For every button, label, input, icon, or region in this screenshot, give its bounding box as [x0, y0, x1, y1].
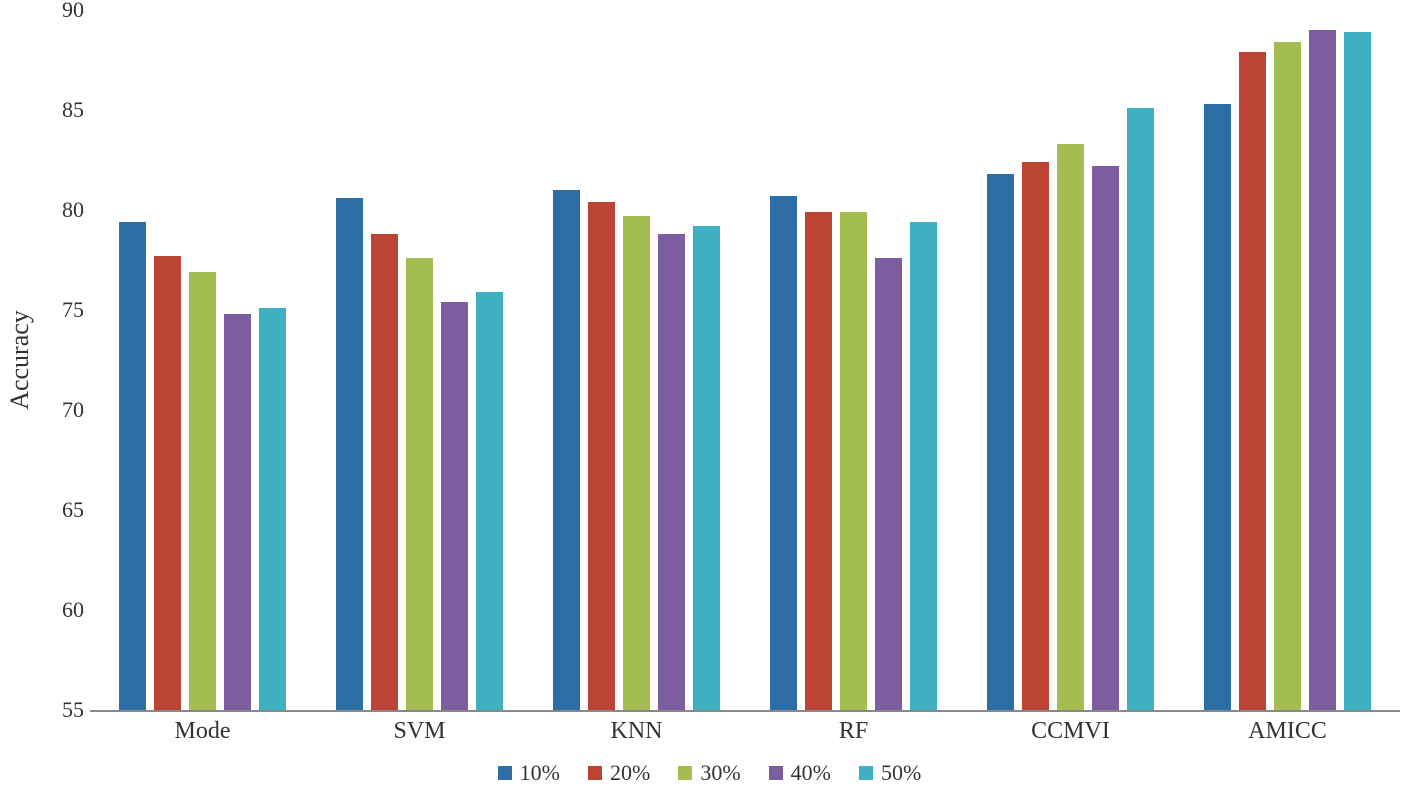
legend-swatch	[769, 766, 783, 780]
legend: 10% 20% 30% 40% 50%	[0, 760, 1419, 786]
y-tick-label: 55	[4, 697, 84, 723]
legend-swatch	[859, 766, 873, 780]
bar	[1057, 144, 1084, 710]
bar	[224, 314, 251, 710]
y-tick-label: 80	[4, 197, 84, 223]
y-tick-label: 65	[4, 497, 84, 523]
y-tick-label: 70	[4, 397, 84, 423]
y-tick-label: 75	[4, 297, 84, 323]
legend-item: 10%	[498, 760, 560, 786]
x-tick-label: CCMVI	[1031, 718, 1110, 745]
legend-label: 10%	[520, 760, 560, 786]
bar	[154, 256, 181, 710]
legend-swatch	[498, 766, 512, 780]
bar	[1204, 104, 1231, 710]
y-axis-label: Accuracy	[5, 310, 35, 410]
bar	[770, 196, 797, 710]
x-tick-label: RF	[839, 718, 868, 745]
legend-label: 50%	[881, 760, 921, 786]
bar	[658, 234, 685, 710]
bar	[910, 222, 937, 710]
legend-item: 40%	[769, 760, 831, 786]
y-tick-label: 90	[4, 0, 84, 23]
bar	[476, 292, 503, 710]
legend-item: 30%	[678, 760, 740, 786]
x-tick-label: Mode	[175, 718, 231, 745]
plot-area	[90, 10, 1400, 712]
bar	[623, 216, 650, 710]
bar	[1309, 30, 1336, 710]
legend-swatch	[588, 766, 602, 780]
y-tick-label: 60	[4, 597, 84, 623]
bar	[406, 258, 433, 710]
legend-item: 20%	[588, 760, 650, 786]
bar	[1239, 52, 1266, 710]
x-tick-label: AMICC	[1248, 718, 1327, 745]
bar	[875, 258, 902, 710]
y-tick-label: 85	[4, 97, 84, 123]
bar	[1022, 162, 1049, 710]
bar	[441, 302, 468, 710]
bar	[1274, 42, 1301, 710]
bar	[553, 190, 580, 710]
bar	[840, 212, 867, 710]
bar	[336, 198, 363, 710]
legend-swatch	[678, 766, 692, 780]
bar	[693, 226, 720, 710]
bar	[371, 234, 398, 710]
legend-item: 50%	[859, 760, 921, 786]
bar	[259, 308, 286, 710]
legend-label: 40%	[791, 760, 831, 786]
x-tick-label: KNN	[611, 718, 663, 745]
bar	[987, 174, 1014, 710]
bar	[588, 202, 615, 710]
bar	[119, 222, 146, 710]
bar	[189, 272, 216, 710]
bar	[1127, 108, 1154, 710]
legend-label: 20%	[610, 760, 650, 786]
x-tick-label: SVM	[393, 718, 445, 745]
legend-label: 30%	[700, 760, 740, 786]
bar	[805, 212, 832, 710]
accuracy-bar-chart: Accuracy 10% 20% 30% 40% 50% 55 60 65 70 75 80 85 9…	[0, 0, 1419, 803]
bar	[1344, 32, 1371, 710]
bar	[1092, 166, 1119, 710]
